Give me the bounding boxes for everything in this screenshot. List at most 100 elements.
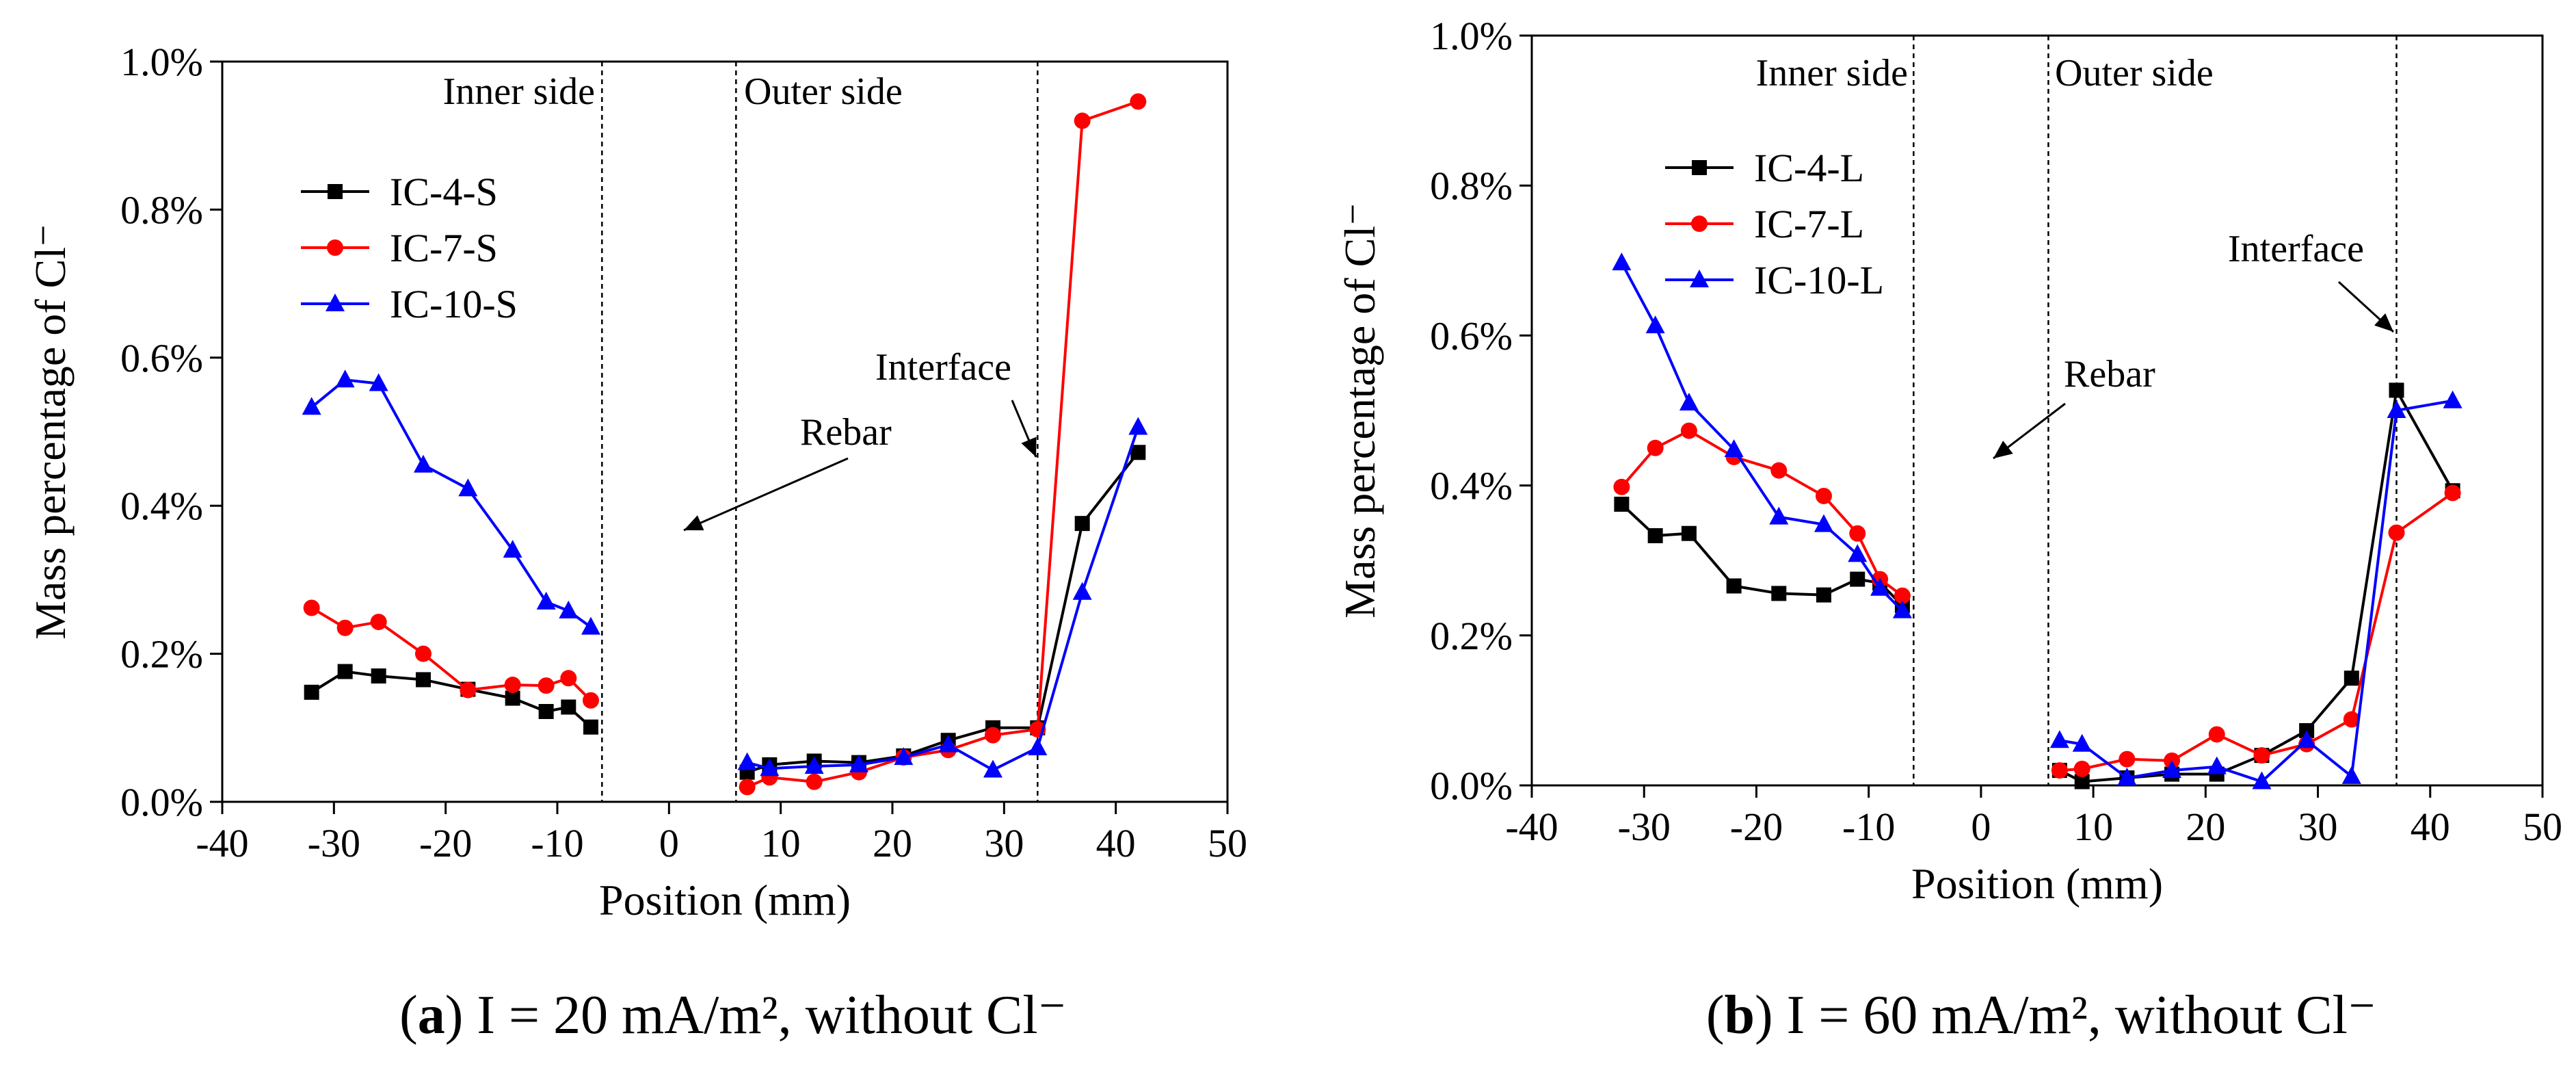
panel-letter: a <box>418 985 445 1045</box>
x-tick-label: 10 <box>761 821 801 865</box>
y-tick-label: 0.8% <box>1430 164 1513 208</box>
x-tick-label: -40 <box>1505 805 1558 849</box>
data-point <box>337 664 353 679</box>
data-point <box>505 690 520 706</box>
data-point <box>416 672 431 688</box>
x-tick-label: -10 <box>1842 805 1895 849</box>
legend-label: IC-4-S <box>390 170 498 214</box>
x-axis-label: Position (mm) <box>1911 859 2163 908</box>
data-point <box>1894 587 1911 604</box>
x-tick-label: -30 <box>1618 805 1671 849</box>
data-point <box>1679 393 1699 411</box>
outer-side-label: Outer side <box>744 70 903 113</box>
data-point <box>2343 711 2360 728</box>
panel-caption: (a) I = 20 mA/m², without Cl⁻ <box>399 985 1067 1045</box>
data-point <box>414 454 433 473</box>
data-point <box>504 677 521 694</box>
data-point <box>370 614 387 631</box>
interface-label: Interface <box>875 346 1011 389</box>
data-point <box>1769 506 1789 525</box>
legend-label: IC-4-L <box>1754 146 1864 190</box>
y-axis-label: Mass percentage of Cl⁻ <box>26 224 75 640</box>
data-point <box>985 727 1001 744</box>
y-tick-label: 0.0% <box>120 780 203 824</box>
y-tick-label: 0.0% <box>1430 764 1513 808</box>
x-tick-label: 30 <box>984 821 1024 865</box>
data-point <box>503 540 522 558</box>
series-line-segment <box>2059 399 2453 783</box>
data-point <box>2443 390 2462 408</box>
interface-label: Interface <box>2228 228 2364 270</box>
data-point <box>1770 462 1788 479</box>
x-axis-label: Position (mm) <box>599 876 851 924</box>
x-tick-label: 0 <box>659 821 679 865</box>
data-point <box>1613 478 1630 495</box>
legend-label: IC-7-L <box>1754 202 1864 246</box>
data-point <box>561 699 576 715</box>
data-point <box>336 619 354 636</box>
rebar-label: Rebar <box>2064 353 2155 395</box>
data-point <box>583 719 598 735</box>
y-tick-label: 1.0% <box>120 40 203 84</box>
data-point <box>938 734 958 753</box>
series-line-segment <box>747 426 1140 772</box>
data-point <box>2444 484 2461 501</box>
series-line-segment <box>310 378 592 629</box>
data-point <box>1074 516 1090 532</box>
data-point <box>2074 774 2090 790</box>
data-point <box>1128 417 1148 435</box>
y-tick-label: 0.6% <box>120 336 203 380</box>
x-tick-label: 30 <box>2298 805 2338 849</box>
data-point <box>2252 771 2272 790</box>
data-point <box>2073 760 2090 777</box>
data-point <box>2387 400 2406 418</box>
inner-side-label: Inner side <box>443 70 595 113</box>
data-point <box>1130 93 1147 110</box>
data-point <box>1816 587 1831 603</box>
series-line-segment <box>747 452 1139 774</box>
data-point <box>849 754 868 772</box>
data-point <box>2388 524 2405 541</box>
caption-text: I = 20 mA/m², without Cl⁻ <box>477 985 1066 1045</box>
rebar-label: Rebar <box>800 411 892 454</box>
x-tick-label: 50 <box>2523 805 2562 849</box>
y-tick-label: 0.4% <box>1430 464 1513 508</box>
legend-item: IC-7-S <box>301 226 498 270</box>
data-point <box>1028 738 1048 756</box>
data-point <box>538 703 554 719</box>
series-ic-10-s <box>302 369 1148 778</box>
data-point <box>560 670 577 687</box>
y-tick-label: 1.0% <box>1430 14 1513 58</box>
series-ic-7-l <box>1613 422 2461 779</box>
series-ic-4-s <box>304 445 1146 780</box>
inner-side-label: Inner side <box>1756 52 1908 94</box>
legend-label: IC-10-S <box>390 282 518 326</box>
data-point <box>1647 439 1664 456</box>
legend-marker <box>1690 270 1709 287</box>
data-point <box>537 677 555 694</box>
panel-b: -40 -30 -20 -10 0 10 20 30 40 50 0.0% 0.2% 0.4% 0.6% 0… <box>1336 14 2562 1045</box>
data-point <box>2208 726 2225 743</box>
data-point <box>1850 571 1865 587</box>
data-point <box>2119 751 2136 768</box>
y-axis-label: Mass percentage of Cl⁻ <box>1336 203 1384 618</box>
data-point <box>2297 730 2317 748</box>
data-point <box>2341 766 2361 784</box>
data-point <box>415 645 431 662</box>
data-point <box>1771 586 1787 601</box>
x-tick-label: 10 <box>2073 805 2113 849</box>
legend-item: IC-4-L <box>1665 146 1864 190</box>
legend-marker <box>327 239 343 256</box>
data-point <box>304 684 319 700</box>
data-point <box>458 478 478 497</box>
data-point <box>1814 514 1833 532</box>
data-point <box>1612 252 1632 271</box>
x-tick-label: 40 <box>2411 805 2450 849</box>
panel-a: -40 -30 -20 -10 0 10 20 30 40 50 0.0% 0.2% 0.4% 0.6% 0… <box>26 40 1247 1045</box>
data-point <box>302 397 321 415</box>
data-point <box>2389 382 2404 398</box>
data-point <box>581 616 600 635</box>
data-point <box>894 747 914 766</box>
